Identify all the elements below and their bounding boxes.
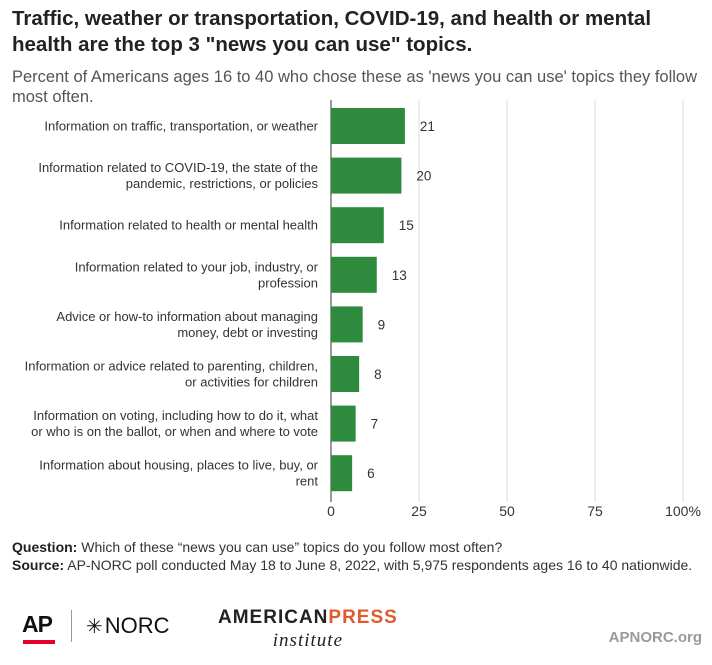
value-label: 20 <box>416 169 431 184</box>
source-note: Source: AP-NORC poll conducted May 18 to… <box>12 556 702 574</box>
logo-divider <box>71 610 72 642</box>
chart-notes: Question: Which of these “news you can u… <box>12 538 702 574</box>
chart-subtitle: Percent of Americans ages 16 to 40 who c… <box>12 68 698 106</box>
ap-logo-underline <box>23 640 55 644</box>
category-label: Information related to your job, industr… <box>75 259 319 290</box>
value-label: 8 <box>374 367 382 382</box>
source-text: AP-NORC poll conducted May 18 to June 8,… <box>67 557 693 573</box>
bar <box>331 455 353 492</box>
bar-chart: Information on traffic, transportation, … <box>25 100 701 519</box>
bars <box>331 108 405 492</box>
category-label: Information related to COVID-19, the sta… <box>38 160 318 191</box>
x-tick-label: 25 <box>411 503 427 519</box>
category-label: Advice or how-to information about manag… <box>56 309 318 340</box>
category-label: Information on voting, including how to … <box>31 408 318 439</box>
x-tick-label: 100% <box>665 503 701 519</box>
api-logo-subtitle: institute <box>272 630 344 651</box>
x-tick-label: 75 <box>587 503 603 519</box>
value-label: 15 <box>399 218 414 233</box>
x-axis-ticks: 0 25 50 75 100% <box>327 503 701 519</box>
bar <box>331 306 363 343</box>
value-label: 7 <box>371 417 379 432</box>
norc-logo-text: NORC <box>104 613 170 638</box>
x-tick-label: 50 <box>499 503 515 519</box>
footer-logos: AP ✳NORC AMERICANPRESS institute APNORC.… <box>0 600 712 660</box>
bar <box>331 356 360 392</box>
category-label: Information about housing, places to liv… <box>39 458 318 489</box>
source-label: Source: <box>12 557 65 573</box>
question-text: Which of these “news you can use” topics… <box>81 539 503 555</box>
x-tick-label: 0 <box>327 503 335 519</box>
category-label: Information on traffic, transportation, … <box>44 119 318 134</box>
value-labels: 21 20 15 13 9 8 7 6 <box>367 119 435 481</box>
site-link[interactable]: APNORC.org <box>608 629 702 646</box>
value-label: 6 <box>367 466 375 481</box>
api-logo-american: AMERICAN <box>218 607 329 628</box>
category-labels: Information on traffic, transportation, … <box>25 119 319 489</box>
norc-star-icon: ✳ <box>86 616 103 638</box>
american-press-institute-logo: AMERICANPRESS institute <box>218 607 398 652</box>
bar <box>331 108 405 144</box>
category-label: Information related to health or mental … <box>59 218 318 233</box>
api-logo-name: AMERICANPRESS <box>218 607 398 629</box>
ap-logo: AP <box>22 611 53 637</box>
bar <box>331 157 402 194</box>
value-label: 9 <box>378 317 386 332</box>
question-note: Question: Which of these “news you can u… <box>12 538 702 556</box>
value-label: 13 <box>392 268 407 283</box>
bar <box>331 405 356 442</box>
chart-title: Traffic, weather or transportation, COVI… <box>12 7 652 56</box>
bar <box>331 207 384 244</box>
category-label: Information or advice related to parenti… <box>25 359 318 390</box>
question-label: Question: <box>12 539 78 555</box>
value-label: 21 <box>420 119 435 134</box>
bar <box>331 256 377 293</box>
api-logo-press: PRESS <box>328 607 398 628</box>
norc-logo: ✳NORC <box>86 613 170 639</box>
